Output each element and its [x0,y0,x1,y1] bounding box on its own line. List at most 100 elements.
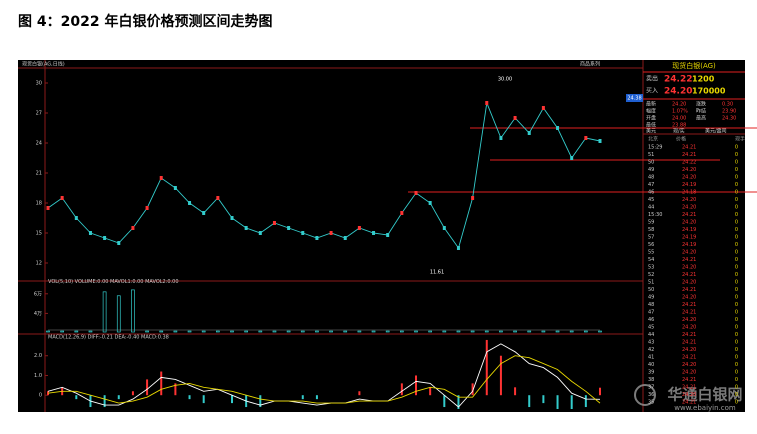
candle [272,221,276,225]
tick-volume: 0 [735,347,738,353]
candle [513,116,517,120]
candle [202,211,206,215]
volume-bar [300,330,305,333]
stat-label: 开盘 [646,115,656,122]
tick-volume: 0 [735,355,738,361]
tick-time: 55 [648,250,654,256]
candle [584,136,588,140]
price-tag-box [626,94,643,102]
order-qty: 1200 [692,75,715,84]
tick-price: 24.21 [682,332,696,338]
tick-volume: 0 [735,377,738,383]
candle [131,226,135,230]
candle [414,191,418,195]
candle [485,101,489,105]
tick-price: 24.20 [682,220,696,226]
stat-label: 涨跌 [696,101,706,108]
tick-time: 15:29 [648,145,662,151]
tick-time: 49 [648,295,654,301]
ticks-header: 价格 [676,136,686,143]
tick-price: 24.21 [682,257,696,263]
tick-time: 56 [648,242,654,248]
tick-volume: 0 [735,257,738,263]
tick-price: 24.20 [682,295,696,301]
volume-bar [215,330,220,333]
volume-bar [541,330,546,333]
volume-bar [385,330,390,333]
tick-time: 53 [648,265,654,271]
tick-volume: 0 [735,392,738,398]
candle [60,196,64,200]
tick-price: 24.20 [682,370,696,376]
tick-time: 52 [648,272,654,278]
tick-price: 24.19 [682,182,696,188]
volume-bar [484,330,489,333]
volume-bar [46,330,50,333]
tick-time: 37 [648,385,654,391]
y-tick-label: 30 [36,81,42,87]
tick-price: 24.21 [682,302,696,308]
tick-volume: 0 [735,325,738,331]
tick-time: 46 [648,317,654,323]
price-tag: 24.38 [627,96,641,102]
tick-price: 24.21 [682,152,696,158]
tick-volume: 0 [735,205,738,211]
tick-volume: 0 [735,242,738,248]
candle [329,231,333,235]
candle [456,246,460,250]
tick-volume: 0 [735,302,738,308]
volume-bar [187,330,192,333]
volume-bar [414,330,418,333]
stat-label: 最新 [646,101,656,108]
watermark-logo [634,384,656,406]
tick-time: 49 [648,167,654,173]
tick-volume: 0 [735,272,738,278]
tick-volume: 0 [735,145,738,151]
tick-time: 40 [648,362,654,368]
y-tick-label: 0 [39,393,42,399]
series-line [47,343,601,408]
tick-price: 24.19 [682,242,696,248]
tick-time: 35 [648,400,654,406]
volume-bar [527,330,532,333]
tick-volume: 0 [735,317,738,323]
panel-title: MACD(12,26,9) DIFF:-0.21 DEA:-0.40 MACD:… [48,335,169,341]
tick-price: 24.20 [682,325,696,331]
y-tick-label: 2.0 [34,353,42,359]
tick-price: 24.21 [682,400,696,406]
tick-price: 24.21 [682,287,696,293]
tick-price: 24.20 [682,197,696,203]
candle [315,236,319,240]
volume-bar [201,330,206,333]
volume-bar [131,289,135,333]
order-price: 24.20 [664,87,692,97]
candle [244,226,248,230]
candle [287,226,291,230]
tick-volume: 0 [735,310,738,316]
tick-price: 24.20 [682,250,696,256]
tick-volume: 0 [735,167,738,173]
candle [117,241,121,245]
tick-volume: 0 [735,160,738,166]
tick-volume: 0 [735,287,738,293]
tick-volume: 0 [735,295,738,301]
volume-bar [598,330,602,333]
tick-volume: 0 [735,190,738,196]
tick-price: 24.21 [682,145,696,151]
tick-time: 57 [648,235,654,241]
volume-bar [569,330,574,333]
tick-price: 24.21 [682,212,696,218]
candle [46,206,50,210]
y-tick-label: 21 [36,171,42,177]
stat-value: 23.88 [672,123,686,129]
volume-bar [102,291,107,333]
volume-bar [230,330,234,333]
watermark-url: www.ebaiyin.com [674,404,736,412]
tick-volume: 0 [735,182,738,188]
tick-volume: 0 [735,212,738,218]
tick-time: 48 [648,302,654,308]
volume-bar [442,330,447,333]
tick-time: 44 [648,205,654,211]
stat-label: 最低 [646,122,656,129]
unit-label: 现/实 [673,128,685,135]
